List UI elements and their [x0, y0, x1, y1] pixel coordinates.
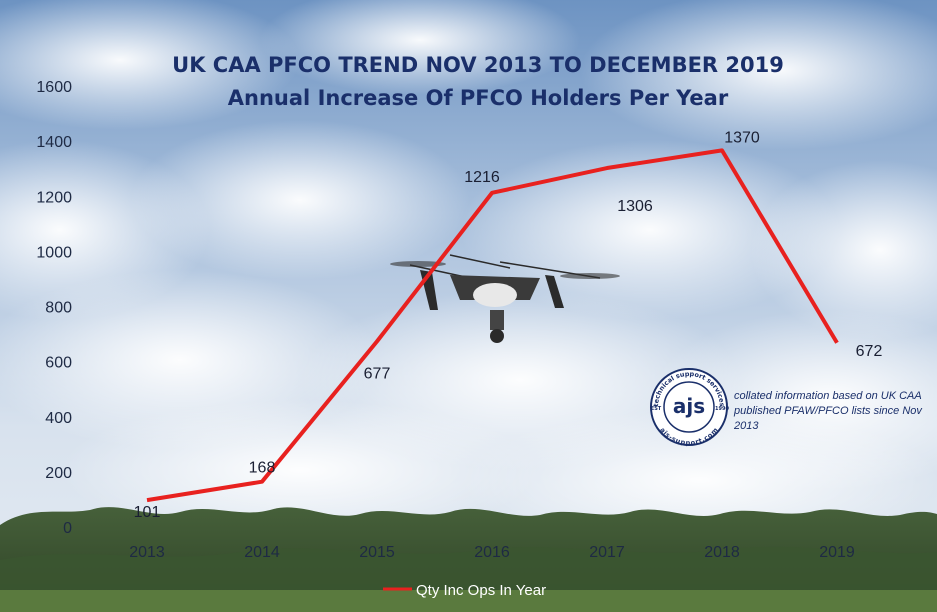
x-tick-label: 2018	[704, 544, 740, 561]
legend: Qty Inc Ops In Year	[383, 582, 546, 599]
source-note-line-2: published PFAW/PFCO lists since Nov	[733, 405, 923, 417]
x-tick-label: 2016	[474, 544, 510, 561]
x-tick-label: 2014	[244, 544, 280, 561]
chart-title: UK CAA PFCO TREND NOV 2013 TO DECEMBER 2…	[172, 53, 784, 77]
data-label: 1216	[464, 169, 500, 186]
drone-image	[390, 254, 620, 343]
source-note-line-3: 2013	[733, 420, 759, 432]
y-tick-label: 1400	[36, 134, 72, 151]
data-labels: 101 168 677 1216 1306 1370 672	[134, 129, 883, 521]
x-tick-label: 2019	[819, 544, 855, 561]
ajs-logo: technical support services ajs-support.c…	[650, 368, 729, 447]
series-layer	[146, 148, 839, 503]
y-axis-ticks: 0 200 400 600 800 1000 1200 1400 1600	[36, 79, 72, 537]
y-tick-label: 0	[63, 520, 72, 537]
y-tick-label: 1600	[36, 79, 72, 96]
logo-name: ajs	[673, 394, 705, 418]
x-tick-label: 2013	[129, 544, 165, 561]
y-tick-label: 400	[45, 410, 72, 427]
data-label: 168	[249, 460, 276, 477]
legend-label: Qty Inc Ops In Year	[416, 582, 546, 599]
x-axis-ticks: 2013 2014 2015 2016 2017 2018 2019	[129, 544, 855, 561]
source-note: collated information based on UK CAA pub…	[733, 390, 925, 432]
data-label: 101	[134, 504, 161, 521]
y-tick-label: 600	[45, 355, 72, 372]
y-tick-label: 800	[45, 300, 72, 317]
data-label: 1306	[617, 198, 653, 215]
source-note-line-1: collated information based on UK CAA	[734, 390, 921, 402]
logo-year: 1990	[715, 406, 729, 412]
x-tick-label: 2017	[589, 544, 625, 561]
y-tick-label: 200	[45, 465, 72, 482]
logo-est: EST	[651, 406, 662, 412]
data-label: 1370	[724, 129, 760, 146]
treeline	[0, 507, 937, 612]
x-tick-label: 2015	[359, 544, 395, 561]
data-label: 677	[364, 365, 391, 382]
chart-subtitle: Annual Increase Of PFCO Holders Per Year	[228, 86, 729, 110]
data-label: 672	[856, 343, 883, 360]
y-tick-label: 1000	[36, 244, 72, 261]
y-tick-label: 1200	[36, 189, 72, 206]
